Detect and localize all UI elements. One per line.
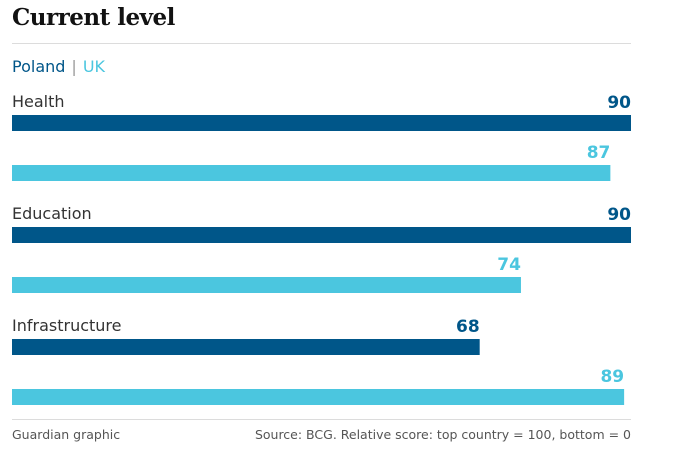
title-divider — [12, 43, 631, 44]
bar-uk-health — [12, 165, 611, 181]
bar-uk-education — [12, 277, 521, 293]
value-label-uk-education: 74 — [497, 255, 521, 275]
value-label-poland-infrastructure: 68 — [456, 317, 480, 337]
bar-uk-infrastructure — [12, 389, 625, 405]
category-label-health: Health — [12, 92, 65, 111]
legend-separator: | — [71, 57, 77, 76]
value-label-poland-education: 90 — [607, 205, 631, 225]
bar-poland-health — [12, 115, 631, 131]
bar-poland-infrastructure — [12, 339, 480, 355]
value-label-uk-infrastructure: 89 — [600, 367, 624, 387]
source-text: Source: BCG. Relative score: top country… — [254, 427, 631, 442]
chart-title: Current level — [12, 4, 175, 31]
category-label-infrastructure: Infrastructure — [12, 316, 121, 335]
value-label-poland-health: 90 — [607, 93, 631, 113]
footer-divider — [12, 419, 631, 420]
legend: Poland | UK — [12, 57, 105, 76]
legend-uk: UK — [82, 57, 106, 76]
bar-poland-education — [12, 227, 631, 243]
credit-text: Guardian graphic — [12, 427, 121, 442]
category-label-education: Education — [12, 204, 92, 223]
legend-poland: Poland — [12, 57, 66, 76]
value-label-uk-health: 87 — [587, 143, 611, 163]
